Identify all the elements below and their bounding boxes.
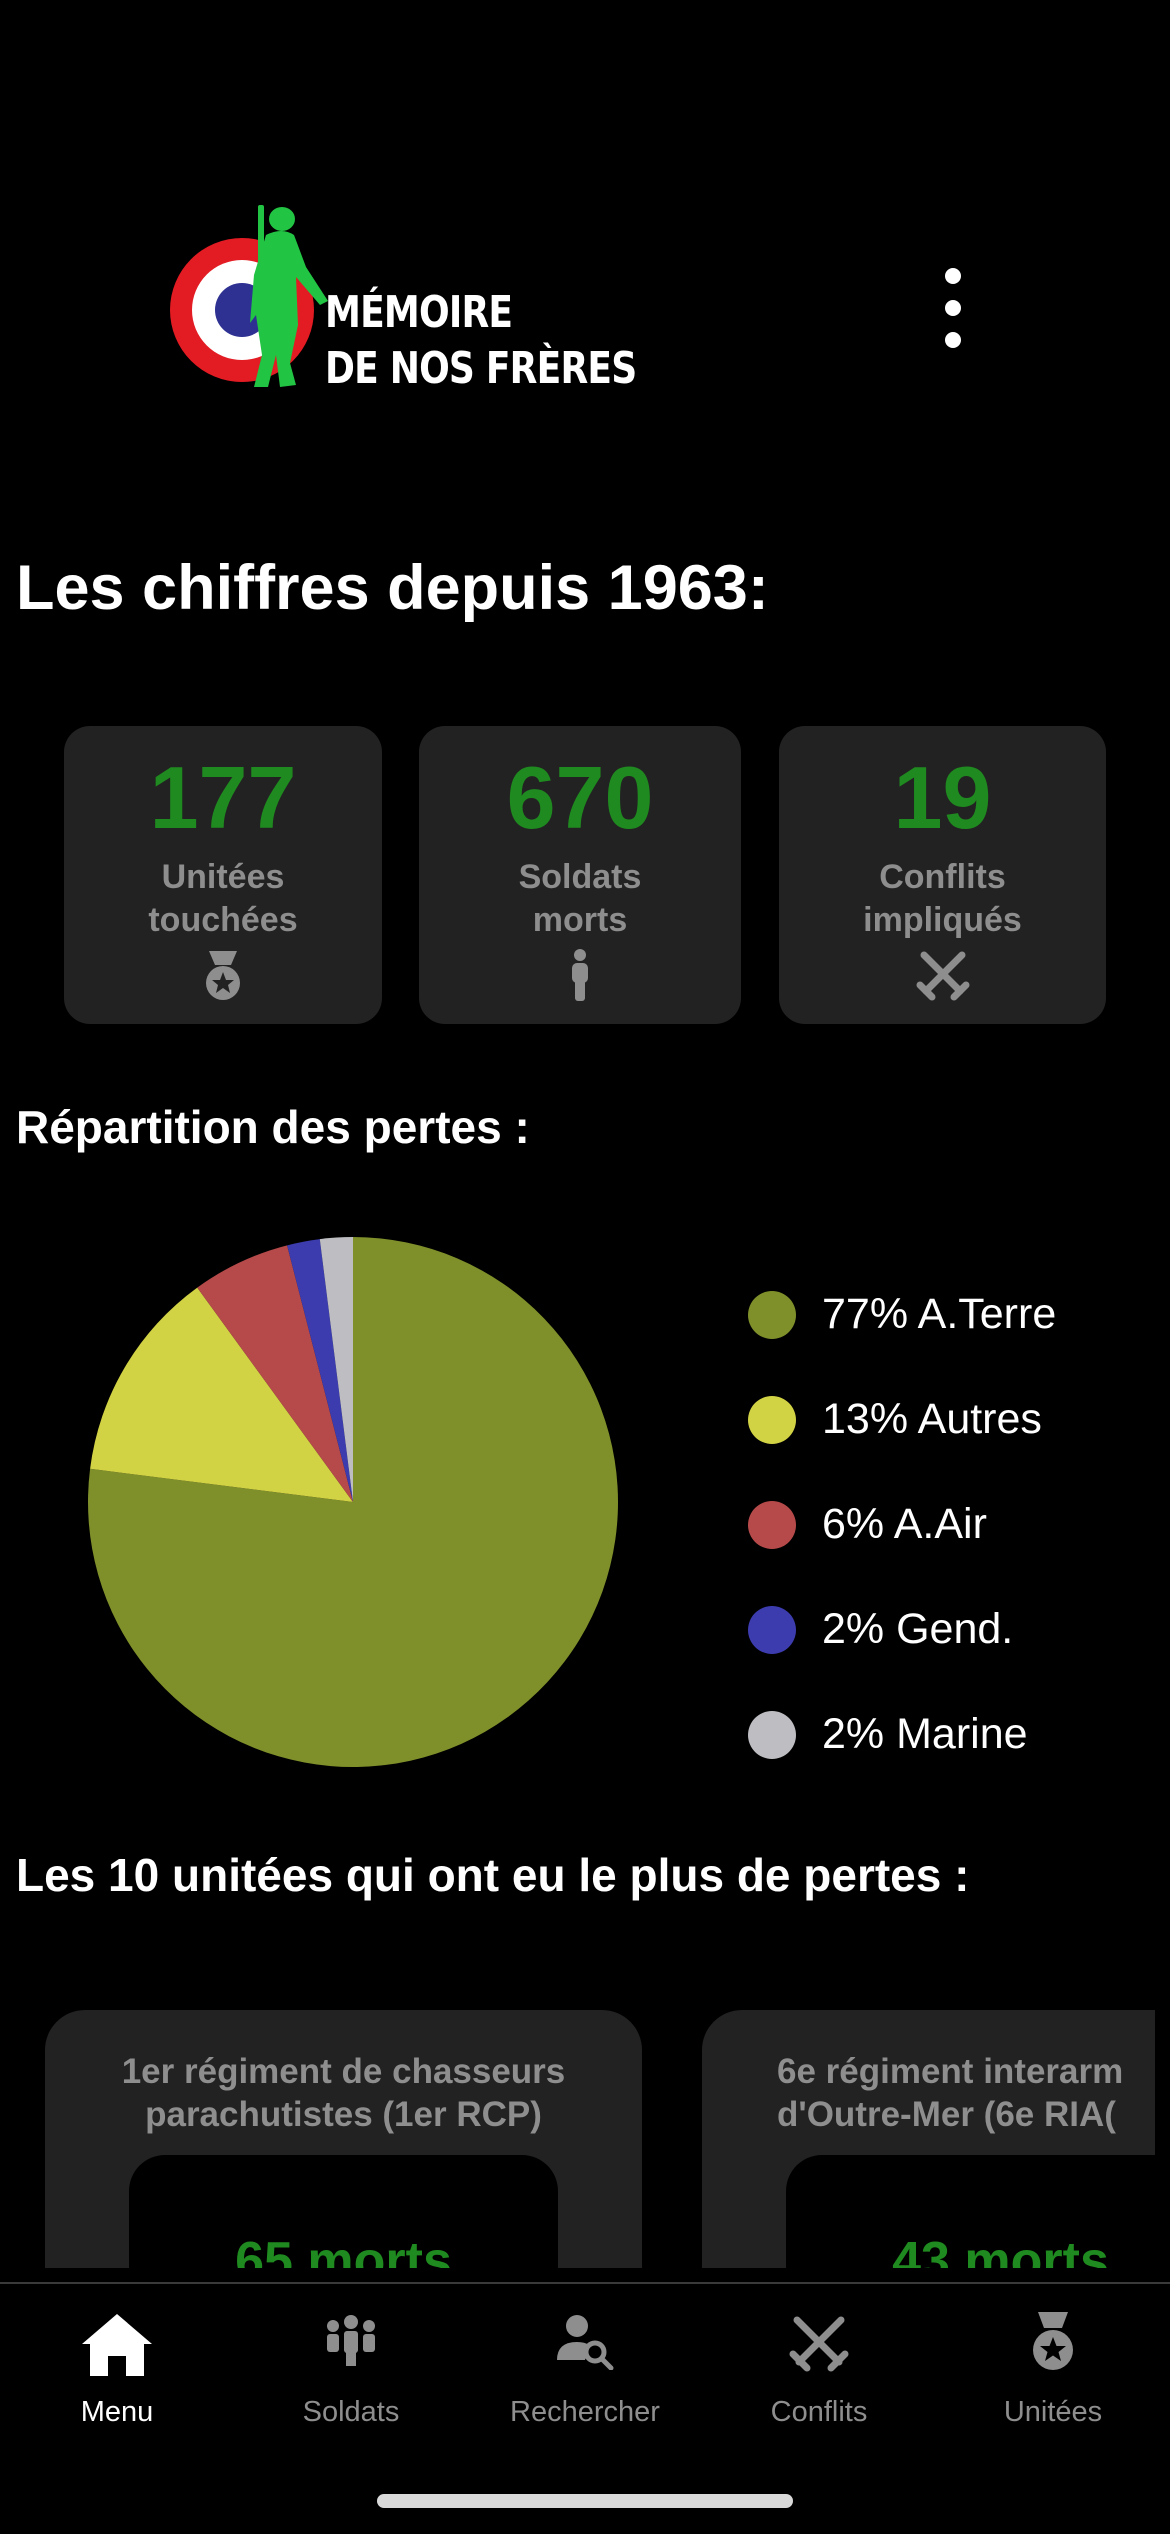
tab-soldats[interactable]: Soldats (234, 2284, 468, 2464)
unit-name: 6e régiment interarm d'Outre-Mer (6e RIA( (777, 2052, 1124, 2134)
legend-item: 2% Gend. (748, 1577, 1056, 1682)
logo-line-1: MÉMOIRE (325, 287, 513, 338)
person-icon (569, 949, 591, 1006)
medal-icon (201, 951, 245, 1006)
stat-card-conflicts[interactable]: 19 Conflits impliqués (779, 726, 1106, 1024)
units-section-title: Les 10 unitées qui ont eu le plus de per… (16, 1849, 970, 1901)
units-carousel-clip: 1er régiment de chasseurs parachutistes (… (45, 2010, 1155, 2268)
pie-legend: 77% A.Terre 13% Autres 6% A.Air 2% Gend.… (748, 1262, 1056, 1787)
legend-swatch (748, 1395, 796, 1444)
legend-swatch (748, 1500, 796, 1549)
pie-slice-autres (90, 1287, 354, 1502)
stat-card-units[interactable]: 177 Unitées touchées (64, 726, 382, 1024)
home-icon (80, 2312, 154, 2383)
more-options-icon[interactable] (925, 268, 980, 348)
unit-name: 1er régiment de chasseurs parachutistes (… (121, 2052, 566, 2134)
stat-value: 670 (506, 748, 654, 847)
tab-menu[interactable]: Menu (0, 2284, 234, 2464)
app-logo: MÉMOIRE DE NOS FRÈRES (170, 205, 637, 405)
unit-deaths: 65 morts (235, 2232, 452, 2268)
tab-rechercher[interactable]: Rechercher (468, 2284, 702, 2464)
stat-label: Conflits impliqués (863, 858, 1022, 939)
soldiers-icon (321, 2312, 381, 2373)
medal-icon (1030, 2312, 1076, 2377)
roundel-soldier-logo-icon (170, 205, 328, 387)
pie-slice-a-terre (88, 1237, 618, 1767)
unit-card[interactable]: 6e régiment interarm d'Outre-Mer (6e RIA(… (702, 2010, 1155, 2268)
legend-swatch (748, 1290, 796, 1339)
unit-deaths-panel: 65 morts (129, 2155, 558, 2268)
pie-slice-gend (287, 1239, 353, 1502)
logo-line-2: DE NOS FRÈRES (325, 343, 637, 394)
losses-section-title: Répartition des pertes : (16, 1101, 530, 1153)
unit-deaths: 43 morts (892, 2232, 1109, 2268)
pie-slice-marine (319, 1237, 353, 1502)
stat-value: 19 (893, 748, 992, 847)
legend-item: 13% Autres (748, 1367, 1056, 1472)
unit-card[interactable]: 1er régiment de chasseurs parachutistes (… (45, 2010, 642, 2268)
stat-label: Soldats morts (518, 858, 642, 939)
losses-pie-chart (88, 1237, 618, 1767)
page-title: Les chiffres depuis 1963: (16, 553, 769, 623)
legend-item: 77% A.Terre (748, 1262, 1056, 1367)
legend-swatch (748, 1605, 796, 1654)
legend-item: 2% Marine (748, 1682, 1056, 1787)
stat-value: 177 (149, 748, 297, 847)
tab-conflits[interactable]: Conflits (702, 2284, 936, 2464)
pie-slice-a-air (197, 1245, 353, 1502)
search-person-icon (555, 2312, 615, 2375)
tab-unitees[interactable]: Unitées (936, 2284, 1170, 2464)
legend-swatch (748, 1710, 796, 1759)
logo-wordmark: MÉMOIRE DE NOS FRÈRES (325, 285, 637, 397)
unit-deaths-panel: 43 morts (786, 2155, 1155, 2268)
bottom-tab-bar: Menu Soldats Rechercher Conflits Unitées (0, 2282, 1170, 2534)
stat-label: Unitées touchées (148, 858, 298, 939)
crossed-swords-icon (916, 947, 970, 1006)
stat-card-soldiers[interactable]: 670 Soldats morts (419, 726, 741, 1024)
legend-item: 6% A.Air (748, 1472, 1056, 1577)
crossed-swords-icon (789, 2312, 849, 2377)
home-indicator (377, 2494, 793, 2508)
